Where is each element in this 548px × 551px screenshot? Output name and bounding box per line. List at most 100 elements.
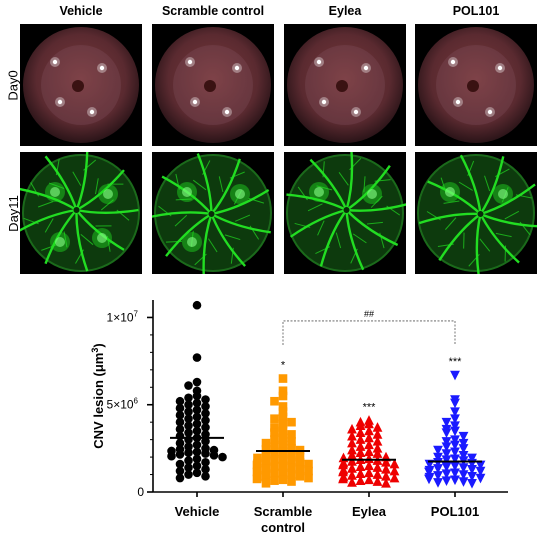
x-tick-label-vehicle: Vehicle <box>175 504 220 519</box>
data-point-scramble <box>287 470 296 479</box>
data-point-scramble <box>287 456 296 465</box>
data-point-eylea <box>364 439 374 450</box>
data-point-vehicle <box>184 428 193 437</box>
data-point-pol101 <box>458 451 469 461</box>
data-point-scramble <box>278 402 288 411</box>
data-point-scramble <box>261 451 271 460</box>
data-point-scramble <box>287 417 296 427</box>
angiogram-image-vehicle-day11 <box>20 152 142 274</box>
data-point-eylea <box>364 432 374 443</box>
data-point-vehicle <box>201 395 210 404</box>
data-point-pol101 <box>467 465 477 475</box>
angiogram-image-scramble-day11 <box>152 152 274 274</box>
fundus-image-vehicle-day0 <box>20 24 142 146</box>
data-point-scramble <box>278 433 288 443</box>
data-point-eylea <box>364 418 374 429</box>
data-point-vehicle <box>201 465 210 474</box>
data-point-eylea <box>355 461 366 471</box>
data-point-vehicle <box>192 468 202 478</box>
data-point-eylea <box>347 450 357 460</box>
data-point-eylea <box>364 446 374 457</box>
data-point-scramble <box>295 458 305 467</box>
data-point-eylea <box>347 444 357 455</box>
data-point-scramble <box>287 430 296 439</box>
data-point-scramble <box>261 438 271 448</box>
data-point-scramble <box>261 457 271 466</box>
column-label-vehicle: Vehicle <box>59 4 103 18</box>
significance-pol101: *** <box>449 356 463 368</box>
data-point-vehicle <box>184 470 193 479</box>
data-point-scramble <box>287 444 296 453</box>
data-point-pol101 <box>441 469 452 479</box>
data-point-scramble <box>252 474 262 484</box>
data-point-vehicle <box>192 426 202 436</box>
data-point-pol101 <box>450 398 460 409</box>
data-point-vehicle <box>175 410 185 420</box>
x-tick-label-line2: control <box>261 520 305 535</box>
data-point-vehicle <box>209 451 219 460</box>
column-label-pol101: POL101 <box>452 4 500 18</box>
data-point-pol101 <box>433 452 443 463</box>
data-point-vehicle <box>175 450 185 459</box>
data-point-scramble <box>261 478 271 488</box>
data-point-eylea <box>364 460 374 471</box>
data-point-pol101 <box>441 462 452 472</box>
data-point-pol101 <box>458 431 469 442</box>
x-tick-label-eylea: Eylea <box>352 504 387 519</box>
data-point-eylea <box>372 462 383 472</box>
data-point-pol101 <box>450 421 460 431</box>
data-point-pol101 <box>458 463 469 473</box>
data-point-eylea <box>338 473 348 484</box>
data-point-vehicle <box>192 440 202 450</box>
data-point-pol101 <box>475 473 486 484</box>
data-point-eylea <box>381 470 391 481</box>
data-point-eylea <box>355 420 366 430</box>
data-point-vehicle <box>192 454 202 464</box>
data-point-eylea <box>355 468 366 478</box>
data-point-vehicle <box>218 452 227 462</box>
data-point-scramble <box>270 428 279 437</box>
data-point-pol101 <box>458 444 469 454</box>
data-point-eylea <box>364 474 374 485</box>
data-point-eylea <box>372 422 383 432</box>
data-point-pol101 <box>424 467 434 478</box>
data-point-eylea <box>347 470 357 480</box>
data-point-pol101 <box>441 417 452 428</box>
data-point-vehicle <box>201 471 210 481</box>
data-point-scramble <box>270 423 279 432</box>
data-point-eylea <box>338 466 348 477</box>
comparison-bracket <box>282 320 456 345</box>
data-point-pol101 <box>441 455 452 466</box>
data-point-vehicle <box>184 442 193 451</box>
data-point-pol101 <box>433 445 443 456</box>
data-point-scramble <box>270 396 279 406</box>
data-point-vehicle <box>201 402 210 411</box>
data-point-eylea <box>364 467 374 478</box>
data-point-scramble <box>261 444 271 454</box>
data-point-pol101 <box>467 471 477 482</box>
data-point-pol101 <box>433 478 443 488</box>
data-point-scramble <box>287 437 296 446</box>
data-point-pol101 <box>433 458 443 468</box>
data-point-pol101 <box>450 461 460 472</box>
data-point-scramble <box>278 461 288 471</box>
data-point-scramble <box>278 454 288 464</box>
data-point-scramble <box>270 462 279 471</box>
data-point-eylea <box>381 457 391 467</box>
data-point-vehicle <box>201 430 210 439</box>
data-point-scramble <box>270 414 279 423</box>
data-point-vehicle <box>201 416 210 425</box>
data-point-vehicle <box>192 412 202 422</box>
data-point-pol101 <box>475 460 486 471</box>
data-point-pol101 <box>433 471 443 481</box>
data-point-pol101 <box>450 426 460 437</box>
data-point-eylea <box>364 425 374 436</box>
data-point-vehicle <box>201 409 210 418</box>
data-point-scramble <box>295 452 305 462</box>
data-point-vehicle <box>192 353 202 362</box>
data-point-scramble <box>261 464 271 473</box>
data-point-vehicle <box>175 396 185 406</box>
data-point-scramble <box>278 440 288 450</box>
data-point-pol101 <box>475 466 486 477</box>
